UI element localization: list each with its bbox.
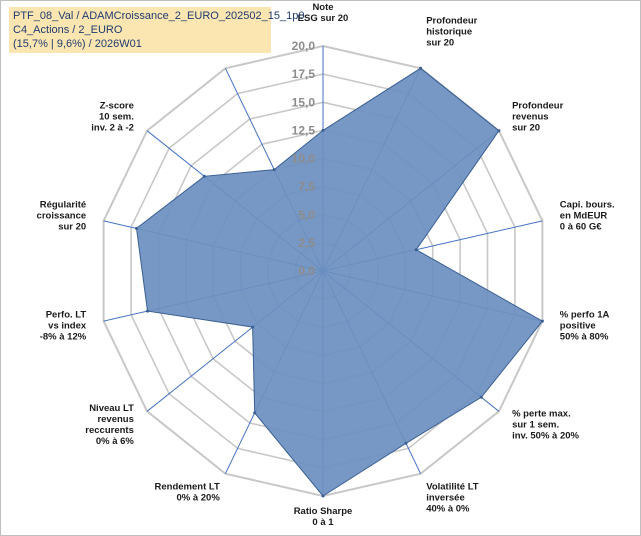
axis-label-line: historique — [426, 27, 472, 38]
tick-label: 20,0 — [292, 39, 316, 53]
axis-label-line: 50% à 80% — [560, 332, 609, 343]
tick-label: 12,5 — [292, 123, 316, 137]
tick-label: 10,0 — [292, 152, 316, 166]
axis-label-6: % perte max. sur 1 sem. inv. 50% à 20% — [512, 409, 579, 442]
axis-label-7: Volatilité LT inversée 40% à 0% — [426, 482, 479, 515]
radial-tick-labels: 0,0 2,5 5,0 7,5 10,0 12,5 15,0 17,5 20,0 — [292, 39, 316, 278]
axis-label-line: sur 20 — [512, 123, 540, 134]
data-point-5 — [540, 319, 544, 323]
axis-label-5: % perfo 1A positive 50% à 80% — [560, 310, 610, 343]
axis-label-line: Profondeur — [512, 101, 563, 112]
axis-label-line: Ratio Sharpe — [294, 506, 353, 517]
data-point-9 — [253, 411, 257, 415]
axis-label-line: revenus — [97, 414, 133, 425]
data-point-13 — [202, 174, 206, 178]
axis-label-line: reccurents — [85, 425, 134, 436]
series-area-1 — [135, 67, 544, 497]
data-point-11 — [146, 309, 149, 313]
tick-label: 17,5 — [292, 67, 316, 81]
axis-label-8: Ratio Sharpe 0 à 1 — [294, 506, 353, 528]
data-point-2 — [419, 66, 423, 70]
axis-label-line: Profondeur — [426, 16, 477, 27]
axis-label-line: % perfo 1A — [560, 310, 610, 321]
axis-label-line: vs index — [48, 321, 87, 332]
tick-label: 2,5 — [298, 236, 315, 250]
data-point-1 — [321, 128, 325, 132]
axis-label-line: Niveau LT — [89, 403, 134, 414]
axis-label-2: Profondeur historique sur 20 — [426, 16, 477, 49]
tick-label: 15,0 — [292, 95, 316, 109]
axis-label-line: sur 1 sem. — [512, 420, 559, 431]
axis-label-3: Profondeur revenus sur 20 — [512, 101, 563, 134]
axis-label-9: Rendement LT 0% à 20% — [155, 482, 221, 504]
axis-label-10: Niveau LT revenus reccurents 0% à 6% — [85, 403, 134, 447]
axis-label-12: Régularité croissance sur 20 — [37, 200, 87, 233]
axis-label-13: Z-score 10 sem. inv. 2 à -2 — [91, 101, 134, 134]
axis-label-line: croissance — [37, 211, 87, 222]
axis-label-line: 0% à 6% — [96, 436, 135, 447]
axis-label-line: ESG sur 20 — [298, 13, 349, 24]
data-point-10 — [251, 325, 255, 329]
axis-label-line: Rendement LT — [155, 482, 220, 493]
tick-label: 0,0 — [298, 264, 315, 278]
tick-label: 7,5 — [298, 180, 315, 194]
data-point-6 — [479, 395, 483, 399]
axis-label-11: Perfo. LT vs index -8% à 12% — [40, 310, 87, 343]
axis-label-1: Note ESG sur 20 — [298, 2, 349, 24]
data-point-4 — [414, 248, 418, 252]
axis-label-line: inversée — [426, 493, 465, 504]
axis-label-line: Capi. bours. — [560, 200, 615, 211]
header-category-line: C4_Actions / 2_EURO — [13, 24, 123, 36]
axis-label-line: 10 sem. — [99, 112, 134, 123]
axis-label-line: Note — [312, 2, 333, 13]
data-point-8 — [321, 494, 325, 498]
axis-label-line: inv. 50% à 20% — [512, 431, 579, 442]
axis-label-line: sur 20 — [58, 222, 86, 233]
axis-label-line: 40% à 0% — [426, 504, 470, 515]
data-point-3 — [497, 129, 501, 133]
radar-series-layer — [135, 66, 544, 498]
axis-label-line: 0 à 1 — [312, 517, 334, 528]
axis-label-line: % perte max. — [512, 409, 571, 420]
chart-header: PTF_08_Val / ADAMCroissance_2_EURO_20250… — [9, 7, 305, 53]
axis-label-line: sur 20 — [426, 38, 454, 49]
axis-label-line: -8% à 12% — [40, 332, 87, 343]
data-point-7 — [404, 441, 408, 445]
data-point-14 — [272, 168, 276, 172]
axis-label-line: inv. 2 à -2 — [91, 123, 134, 134]
axis-label-line: Perfo. LT — [46, 310, 87, 321]
axis-label-line: Régularité — [40, 200, 86, 211]
axis-label-line: revenus — [512, 112, 548, 123]
axis-label-4: Capi. bours. en MdEUR 0 à 60 G€ — [560, 200, 615, 233]
data-point-12 — [135, 226, 138, 230]
axis-label-line: Volatilité LT — [426, 482, 479, 493]
axis-label-line: 0% à 20% — [176, 493, 220, 504]
header-portfolio-line: PTF_08_Val / ADAMCroissance_2_EURO_20250… — [13, 10, 305, 22]
header-stats-line: (15,7% | 9,6%) / 2026W01 — [13, 38, 142, 50]
axis-label-line: 0 à 60 G€ — [560, 222, 602, 233]
axis-label-line: Z-score — [100, 101, 134, 112]
tick-label: 5,0 — [298, 208, 315, 222]
axis-label-line: en MdEUR — [560, 211, 608, 222]
axis-label-line: positive — [560, 321, 596, 332]
